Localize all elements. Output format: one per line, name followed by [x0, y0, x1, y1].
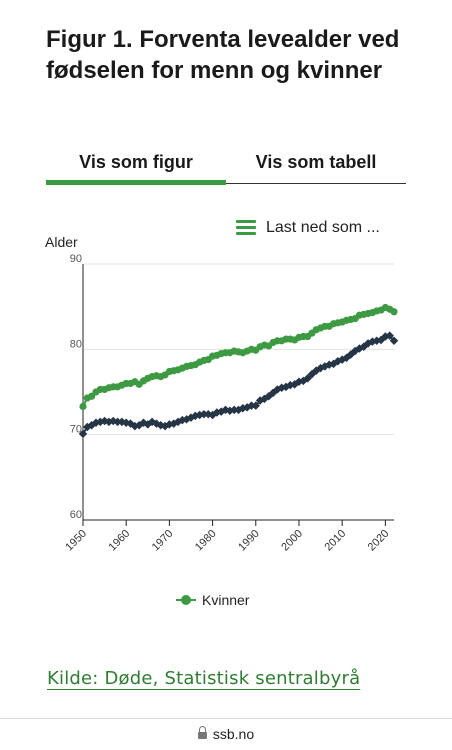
- y-axis-label: Alder: [45, 234, 78, 250]
- data-point[interactable]: [303, 374, 312, 383]
- download-menu-button[interactable]: Last ned som ...: [236, 216, 380, 240]
- legend-marker-icon: [176, 595, 196, 605]
- x-tick-label: 1990: [236, 528, 262, 554]
- x-tick-label: 1960: [107, 528, 133, 554]
- tab-table[interactable]: Vis som tabell: [255, 152, 377, 172]
- data-point[interactable]: [79, 402, 87, 411]
- download-label: Last ned som ...: [266, 219, 380, 236]
- view-tabs: Vis som figur Vis som tabell: [46, 150, 406, 186]
- y-tick-label: 80: [70, 338, 82, 350]
- browser-address-bar[interactable]: ssb.no: [0, 726, 452, 742]
- legend-item-kvinner[interactable]: Kvinner: [176, 592, 249, 608]
- data-point[interactable]: [113, 417, 122, 427]
- page-title: Figur 1. Forventa levealder ved fødselen…: [46, 26, 400, 84]
- data-point[interactable]: [385, 331, 394, 340]
- tab-figure[interactable]: Vis som figur: [79, 152, 193, 172]
- y-tick-label: 90: [70, 253, 82, 265]
- data-point[interactable]: [199, 409, 209, 419]
- x-tick-label: 2020: [366, 528, 392, 554]
- y-tick-label: 60: [70, 509, 82, 521]
- x-tick-label: 2010: [322, 528, 348, 554]
- lock-icon: [197, 726, 207, 740]
- y-tick-label: 70: [70, 424, 82, 436]
- data-point[interactable]: [251, 401, 261, 410]
- data-point[interactable]: [247, 401, 256, 410]
- x-tick-label: 1980: [193, 528, 219, 554]
- source-link[interactable]: Kilde: Døde, Statistisk sentralbyrå: [47, 668, 361, 689]
- tabs-divider: [46, 183, 406, 184]
- x-tick-label: 1950: [63, 528, 89, 554]
- life-expectancy-chart: Alder 60 70 80 90 1950 1960 1970 1980 1990 2000 201…: [45, 234, 399, 554]
- hamburger-menu-icon: [236, 220, 256, 236]
- x-tick-label: 1970: [150, 528, 176, 554]
- data-point[interactable]: [78, 429, 88, 439]
- domain-label: ssb.no: [212, 726, 255, 742]
- active-tab-indicator: [46, 180, 226, 185]
- data-point[interactable]: [229, 405, 239, 415]
- data-point[interactable]: [390, 308, 398, 316]
- legend-label: Kvinner: [202, 592, 250, 608]
- data-point[interactable]: [389, 336, 399, 346]
- footer-divider: [0, 718, 452, 719]
- x-tick-label: 2000: [279, 528, 305, 554]
